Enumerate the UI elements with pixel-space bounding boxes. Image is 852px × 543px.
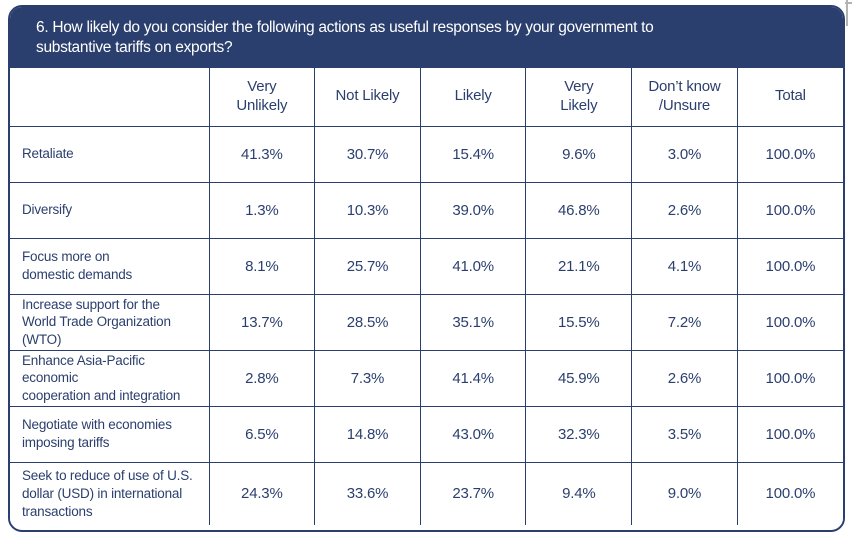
- results-table: Very Unlikely Not Likely Likely Very Lik…: [10, 68, 843, 525]
- value-cell: 9.6%: [525, 125, 633, 183]
- table-row-retaliate: Retaliate 41.3% 30.7% 15.4% 9.6% 3.0% 10…: [10, 125, 843, 183]
- question-title: 6. How likely do you consider the follow…: [10, 7, 843, 68]
- value-cell: 9.0%: [631, 461, 738, 525]
- table-row-diversify: Diversify 1.3% 10.3% 39.0% 46.8% 2.6% 10…: [10, 181, 843, 239]
- value-cell: 23.7%: [419, 461, 527, 525]
- value-cell: 21.1%: [525, 237, 633, 295]
- value-cell: 100.0%: [736, 461, 843, 525]
- value-cell: 46.8%: [525, 181, 633, 239]
- row-label: Seek to reduce of use of U.S. dollar (US…: [10, 461, 210, 525]
- value-cell: 13.7%: [208, 293, 316, 351]
- value-cell: 7.3%: [314, 349, 421, 407]
- value-cell: 35.1%: [419, 293, 527, 351]
- table-row-negotiate: Negotiate with economies imposing tariff…: [10, 405, 843, 463]
- value-cell: 100.0%: [736, 349, 843, 407]
- value-cell: 39.0%: [419, 181, 527, 239]
- value-cell: 15.4%: [419, 125, 527, 183]
- window-edge-artifact-vertical: [846, 0, 848, 26]
- row-label: Focus more on domestic demands: [10, 237, 210, 295]
- column-header-very-likely: Very Likely: [525, 68, 633, 127]
- row-label: Negotiate with economies imposing tariff…: [10, 405, 210, 463]
- table-row-asia-pacific: Enhance Asia-Pacific economic cooperatio…: [10, 349, 843, 407]
- value-cell: 30.7%: [314, 125, 421, 183]
- window-edge-artifact-horizontal: [845, 2, 852, 4]
- table-row-reduce-usd: Seek to reduce of use of U.S. dollar (US…: [10, 461, 843, 525]
- value-cell: 41.3%: [208, 125, 316, 183]
- column-header-dont-know: Don’t know /Unsure: [631, 68, 738, 127]
- value-cell: 3.0%: [631, 125, 738, 183]
- value-cell: 100.0%: [736, 293, 843, 351]
- value-cell: 10.3%: [314, 181, 421, 239]
- value-cell: 8.1%: [208, 237, 316, 295]
- value-cell: 100.0%: [736, 125, 843, 183]
- value-cell: 32.3%: [525, 405, 633, 463]
- value-cell: 9.4%: [525, 461, 633, 525]
- row-label: Enhance Asia-Pacific economic cooperatio…: [10, 349, 210, 407]
- column-header-total: Total: [736, 68, 843, 127]
- value-cell: 28.5%: [314, 293, 421, 351]
- value-cell: 100.0%: [736, 237, 843, 295]
- value-cell: 41.4%: [419, 349, 527, 407]
- column-header-very-unlikely: Very Unlikely: [208, 68, 316, 127]
- value-cell: 24.3%: [208, 461, 316, 525]
- value-cell: 25.7%: [314, 237, 421, 295]
- header-row: Very Unlikely Not Likely Likely Very Lik…: [10, 68, 843, 127]
- value-cell: 14.8%: [314, 405, 421, 463]
- survey-results-panel: 6. How likely do you consider the follow…: [8, 5, 845, 532]
- column-header-not-likely: Not Likely: [314, 68, 421, 127]
- value-cell: 45.9%: [525, 349, 633, 407]
- row-label: Diversify: [10, 181, 210, 239]
- row-label: Retaliate: [10, 125, 210, 183]
- value-cell: 4.1%: [631, 237, 738, 295]
- value-cell: 2.6%: [631, 349, 738, 407]
- column-header-likely: Likely: [419, 68, 527, 127]
- value-cell: 43.0%: [419, 405, 527, 463]
- value-cell: 100.0%: [736, 405, 843, 463]
- value-cell: 7.2%: [631, 293, 738, 351]
- value-cell: 41.0%: [419, 237, 527, 295]
- value-cell: 100.0%: [736, 181, 843, 239]
- table-row-domestic-demands: Focus more on domestic demands 8.1% 25.7…: [10, 237, 843, 295]
- value-cell: 2.6%: [631, 181, 738, 239]
- value-cell: 2.8%: [208, 349, 316, 407]
- value-cell: 1.3%: [208, 181, 316, 239]
- table-row-wto-support: Increase support for the World Trade Org…: [10, 293, 843, 351]
- value-cell: 6.5%: [208, 405, 316, 463]
- value-cell: 33.6%: [314, 461, 421, 525]
- row-label: Increase support for the World Trade Org…: [10, 293, 210, 351]
- value-cell: 3.5%: [631, 405, 738, 463]
- column-header-blank: [10, 68, 210, 127]
- value-cell: 15.5%: [525, 293, 633, 351]
